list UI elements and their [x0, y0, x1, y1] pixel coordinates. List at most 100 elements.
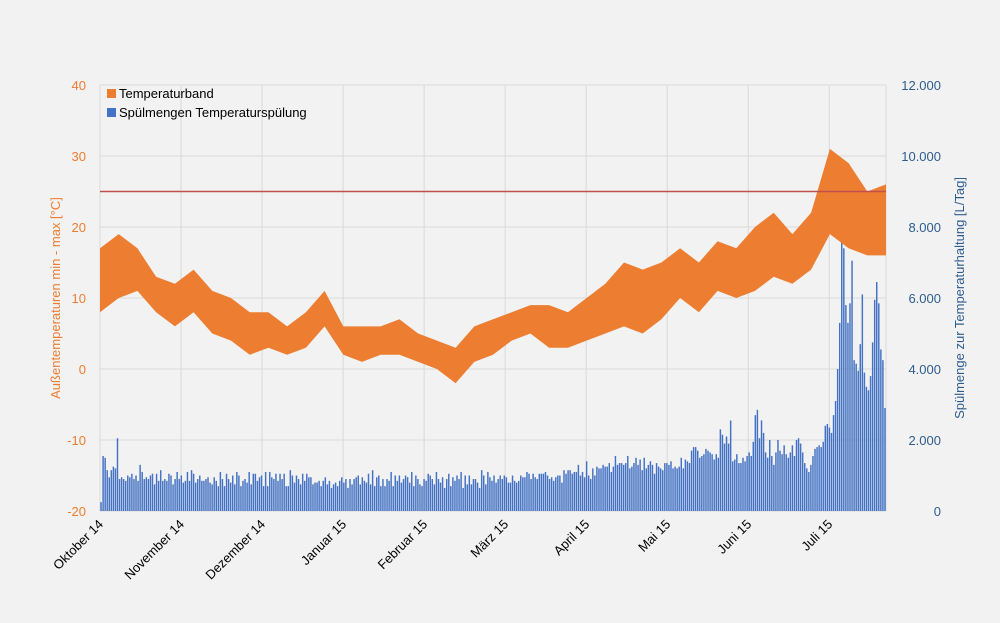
bar: [520, 475, 522, 511]
bar: [406, 477, 409, 511]
bar: [633, 463, 635, 511]
bar: [752, 441, 755, 511]
x-tick-label: Februar 15: [375, 517, 431, 573]
bar: [470, 484, 473, 512]
bar: [209, 482, 211, 511]
bar: [532, 473, 534, 511]
bar: [322, 480, 324, 511]
bar: [775, 452, 777, 511]
bar: [462, 487, 464, 511]
bar: [565, 473, 567, 511]
bar: [694, 447, 697, 511]
bar: [312, 484, 314, 512]
x-tick-label: Juni 15: [714, 517, 754, 557]
bar: [176, 471, 178, 511]
bar: [394, 475, 396, 511]
bar: [701, 455, 703, 511]
bar: [610, 471, 613, 511]
bar: [215, 480, 217, 511]
bar: [814, 448, 816, 512]
bar: [396, 480, 399, 511]
right-tick-label: 0: [934, 504, 941, 519]
x-axis-ticks: Oktober 14 November 14 Dezember 14 Januar 1…: [50, 517, 835, 583]
bar: [120, 477, 123, 511]
bar: [762, 432, 765, 511]
bar: [552, 480, 555, 511]
bar: [450, 486, 452, 511]
bar: [112, 466, 115, 512]
bar: [275, 473, 277, 511]
bar: [371, 470, 374, 511]
bar: [618, 463, 621, 511]
bar: [719, 429, 722, 511]
bar: [699, 457, 701, 511]
bar: [575, 471, 578, 511]
bar: [793, 455, 796, 511]
bar: [423, 479, 425, 511]
bar: [388, 480, 390, 511]
bar: [182, 482, 185, 511]
bar: [629, 468, 631, 511]
bar: [244, 479, 246, 511]
bar: [707, 450, 709, 511]
bar: [688, 463, 691, 511]
bar: [213, 477, 215, 511]
bar: [443, 487, 446, 511]
bar: [789, 452, 792, 511]
bar: [122, 479, 125, 511]
bar: [231, 475, 234, 511]
bar: [781, 454, 783, 511]
bar: [769, 440, 771, 511]
bar: [697, 450, 699, 511]
bar: [592, 468, 594, 511]
bar: [431, 479, 434, 511]
bar: [338, 480, 341, 511]
bar: [279, 473, 281, 511]
bar: [637, 464, 639, 511]
bar: [764, 452, 767, 511]
bar: [478, 487, 481, 511]
left-axis-title: Außentemperaturen min - max [°C]: [48, 197, 63, 399]
bar: [306, 473, 308, 511]
legend-swatch-bars: [107, 108, 116, 117]
bar: [859, 344, 862, 511]
bar: [567, 470, 569, 511]
right-tick-label: 2.000: [908, 433, 941, 448]
bar: [855, 363, 857, 511]
bar: [480, 470, 483, 511]
bar: [347, 487, 349, 511]
bar: [199, 475, 201, 511]
bar: [797, 438, 800, 511]
bar: [880, 349, 882, 511]
bar: [314, 482, 316, 511]
right-axis-ticks: 12.000 10.000 8.000 6.000 4.000 2.000 0: [901, 78, 941, 519]
bar: [229, 482, 232, 511]
right-tick-label: 4.000: [908, 362, 941, 377]
bar: [878, 303, 880, 511]
bar: [515, 482, 518, 511]
bar: [635, 457, 637, 511]
bar: [503, 475, 506, 511]
bar: [614, 455, 617, 511]
bar: [725, 436, 728, 511]
bar: [162, 480, 164, 511]
bar: [517, 480, 520, 511]
bar: [439, 482, 442, 511]
bar: [773, 464, 775, 511]
bar: [227, 479, 230, 511]
bar: [456, 475, 458, 511]
bar: [324, 477, 327, 511]
bar: [540, 473, 543, 511]
bar: [674, 466, 676, 512]
bar: [754, 415, 757, 511]
bar: [390, 471, 392, 511]
bar: [651, 464, 654, 511]
right-tick-label: 10.000: [901, 149, 941, 164]
bar: [785, 454, 787, 511]
bar: [766, 457, 769, 511]
bar: [184, 480, 187, 511]
bar: [731, 461, 734, 511]
bar: [612, 466, 615, 512]
bar: [608, 463, 610, 511]
bar: [273, 479, 275, 511]
